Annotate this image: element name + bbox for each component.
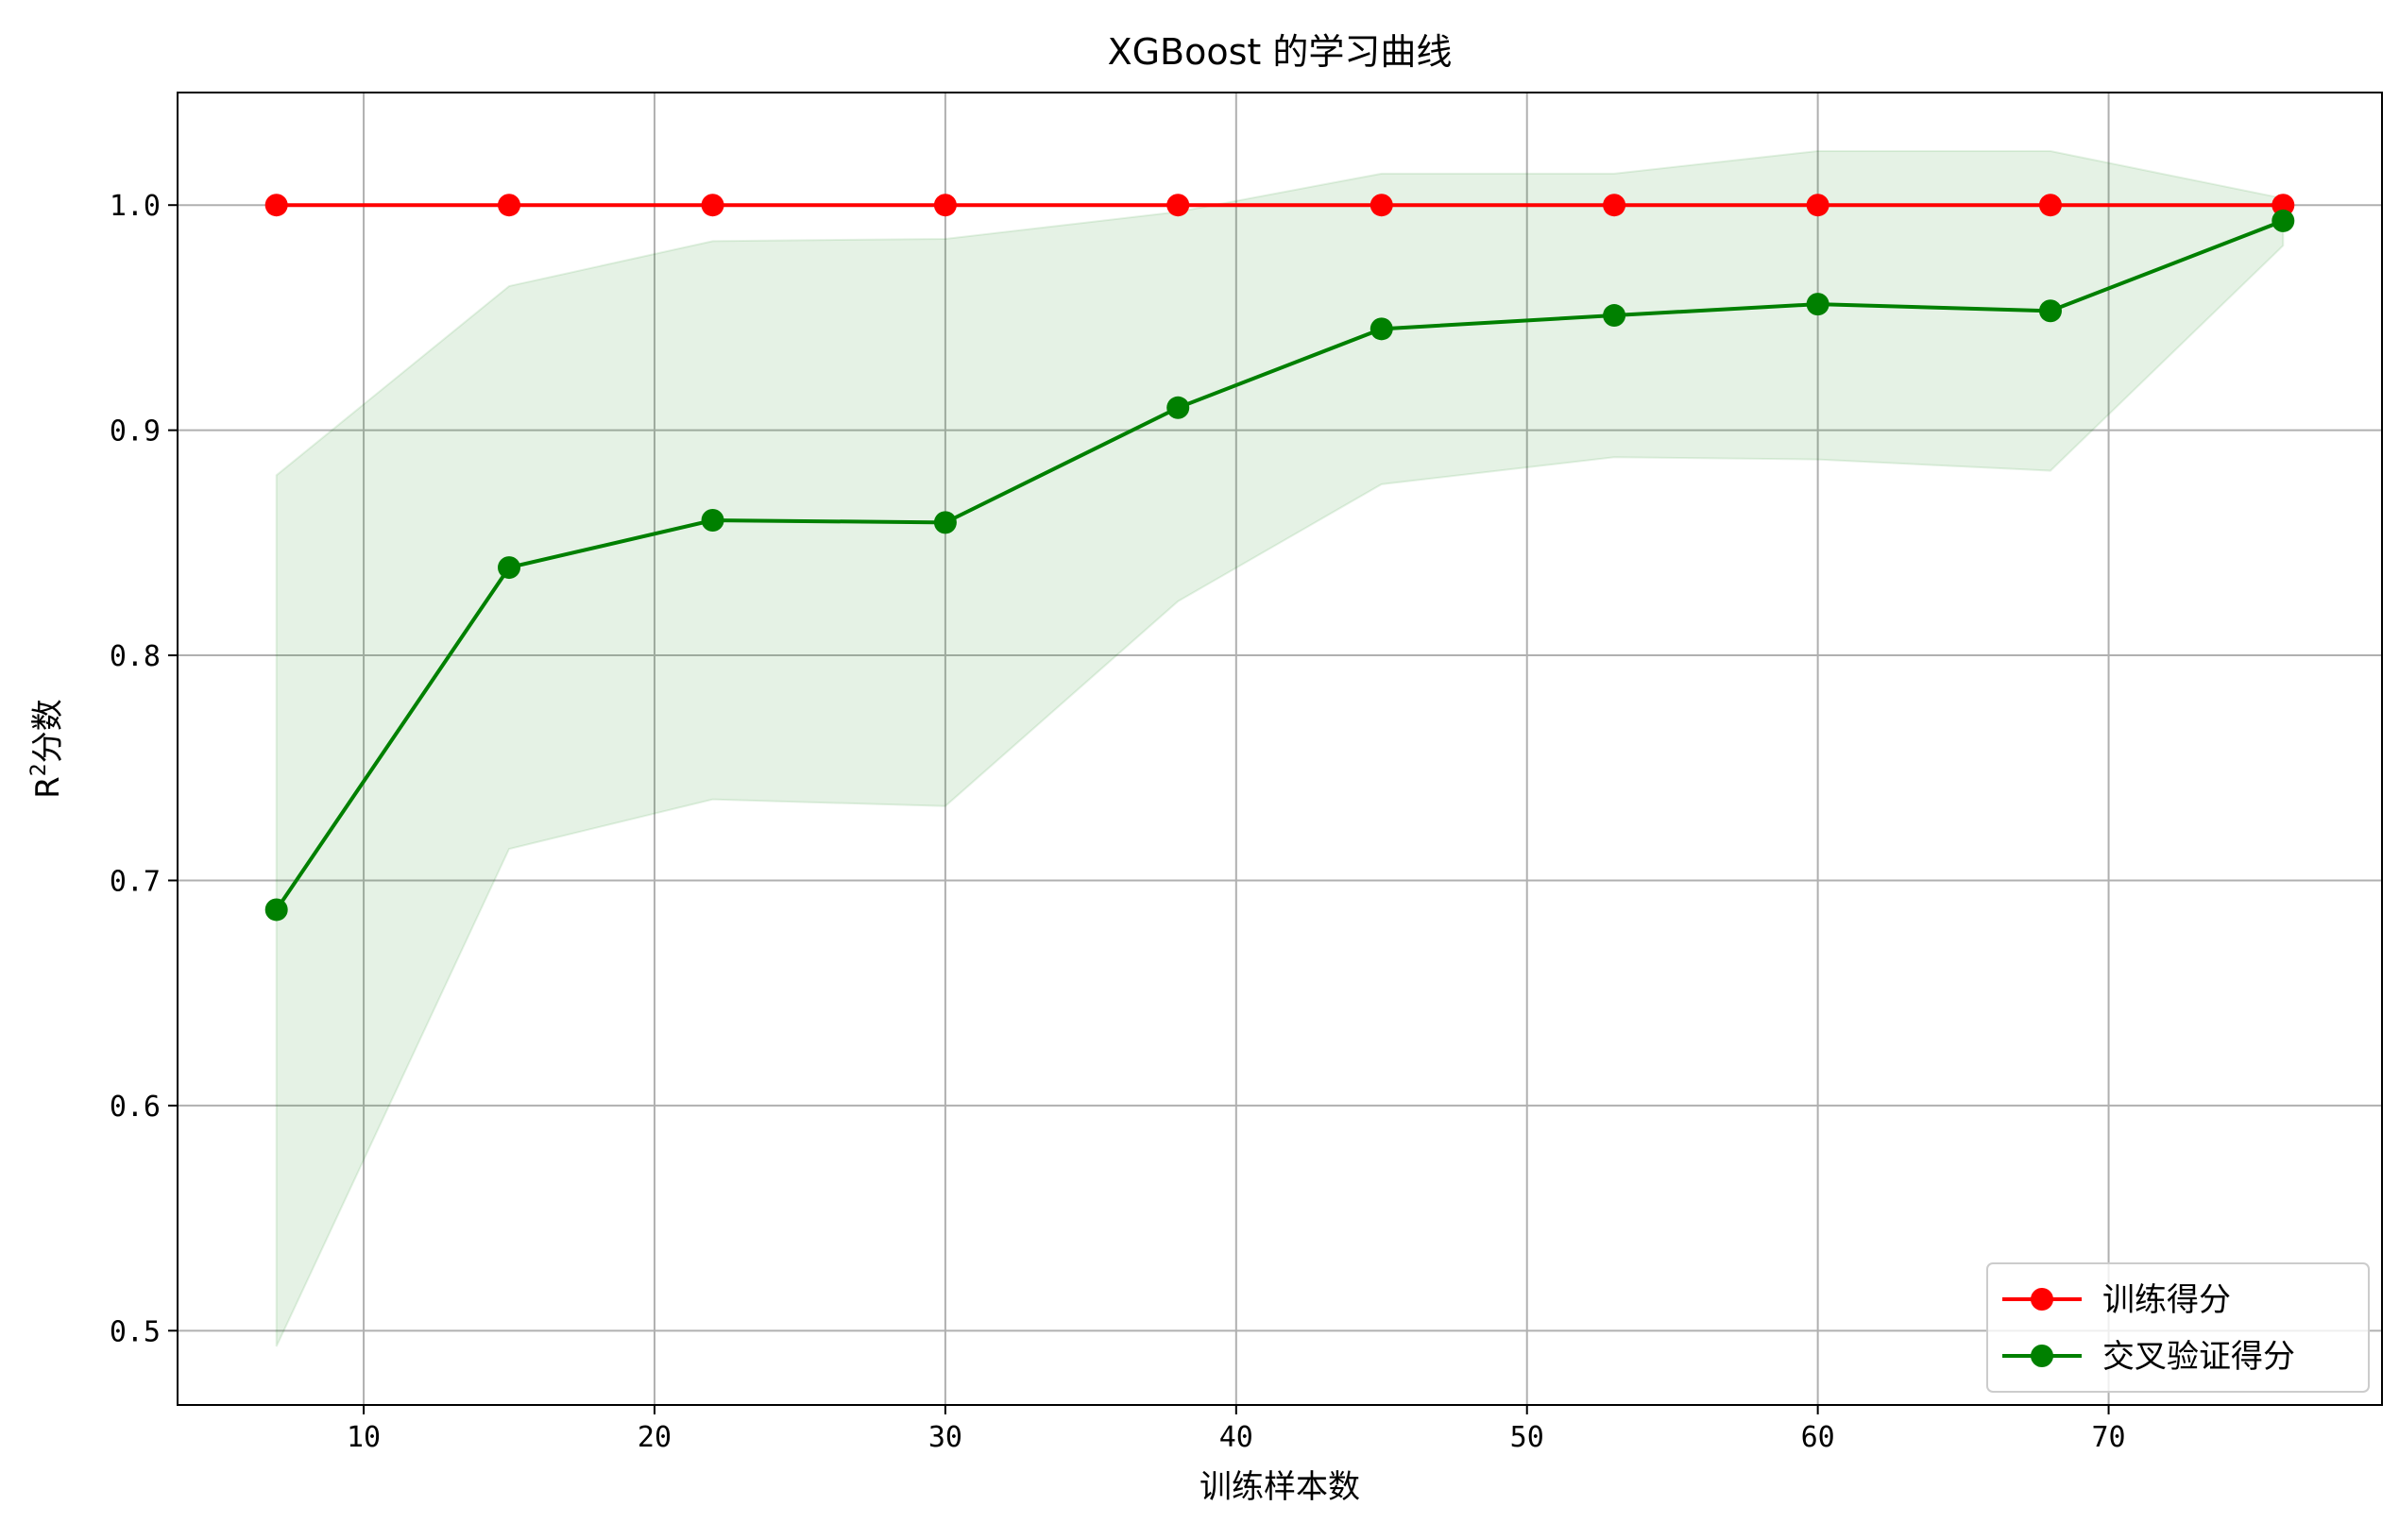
legend-box xyxy=(1986,1262,2370,1393)
axes-frame xyxy=(177,92,2383,1406)
data-point-series-1 xyxy=(2271,209,2295,232)
data-point-series-0 xyxy=(2038,194,2062,217)
data-point-series-0 xyxy=(264,194,288,217)
data-point-series-0 xyxy=(1603,194,1626,217)
confidence-band-1 xyxy=(275,149,2285,1347)
legend-marker-cv xyxy=(2031,1345,2053,1367)
series-lines xyxy=(275,203,2285,911)
y-tick-label: 0.8 xyxy=(110,640,161,673)
data-point-series-0 xyxy=(933,194,957,217)
series-markers xyxy=(264,194,2295,922)
data-point-series-1 xyxy=(933,511,957,534)
data-point-series-1 xyxy=(498,556,521,580)
data-point-series-0 xyxy=(701,194,724,217)
data-point-series-0 xyxy=(1370,194,1393,217)
chart-title: XGBoost 的学习曲线 xyxy=(1108,31,1453,73)
y-axis-label-base: R xyxy=(29,776,67,799)
x-tick-label: 70 xyxy=(2091,1421,2125,1454)
y-tick-label: 1.0 xyxy=(110,190,161,223)
x-tick-label: 20 xyxy=(638,1421,672,1454)
data-point-series-0 xyxy=(2271,194,2295,217)
legend-marker-train xyxy=(2031,1288,2053,1311)
y-tick-label: 0.9 xyxy=(110,415,161,448)
confidence-bands xyxy=(275,149,2285,1347)
data-point-series-1 xyxy=(2038,299,2062,323)
data-point-series-1 xyxy=(1806,293,1829,316)
data-point-series-1 xyxy=(264,898,288,922)
y-tick-label: 0.7 xyxy=(110,865,161,898)
grid-lines xyxy=(178,93,2382,1405)
y-axis-label-superscript: 2 xyxy=(27,763,51,776)
data-point-series-1 xyxy=(1370,317,1393,341)
x-tick-label: 60 xyxy=(1801,1421,1835,1454)
legend: 训练得分 交叉验证得分 xyxy=(1986,1262,2370,1393)
data-point-series-0 xyxy=(498,194,521,217)
y-tick-label: 0.6 xyxy=(110,1091,161,1124)
legend-label-train: 训练得分 xyxy=(2102,1281,2231,1319)
x-axis-label: 训练样本数 xyxy=(1200,1468,1360,1506)
axis-ticks: 10 20 30 40 50 60 70 0.5 0.6 0.7 0.8 0.9 1.0 xyxy=(110,190,2126,1454)
data-point-series-1 xyxy=(1166,396,1190,419)
data-point-series-1 xyxy=(1603,304,1626,328)
legend-label-cv: 交叉验证得分 xyxy=(2102,1338,2295,1376)
series-line-1 xyxy=(275,219,2285,911)
x-tick-label: 30 xyxy=(928,1421,962,1454)
x-tick-label: 10 xyxy=(347,1421,381,1454)
x-tick-label: 50 xyxy=(1510,1421,1544,1454)
data-point-series-0 xyxy=(1166,194,1190,217)
data-point-series-1 xyxy=(701,509,724,533)
data-point-series-0 xyxy=(1806,194,1829,217)
x-tick-label: 40 xyxy=(1219,1421,1253,1454)
y-tick-label: 0.5 xyxy=(110,1315,161,1348)
y-axis-label: R2分数 xyxy=(27,699,67,799)
y-axis-label-rest: 分数 xyxy=(29,699,67,763)
